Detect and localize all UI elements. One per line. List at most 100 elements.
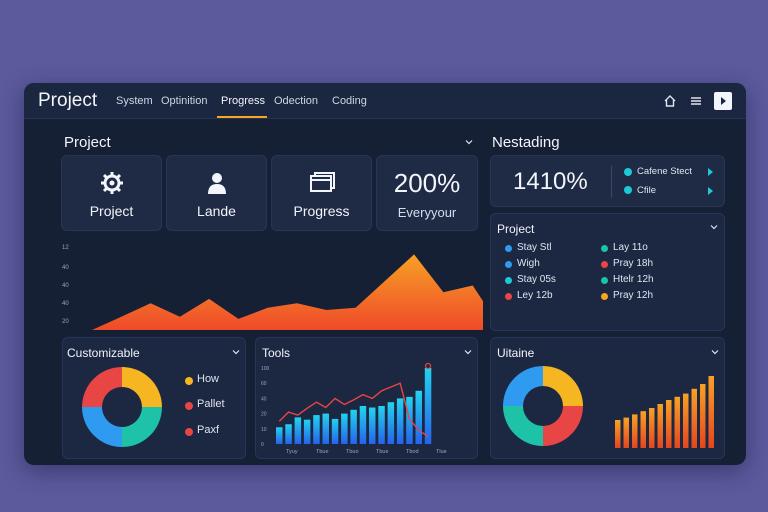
x-tick-label: Tbue xyxy=(376,449,389,455)
donut-slice xyxy=(543,366,583,406)
menu-icon[interactable] xyxy=(688,93,704,109)
uitaine-title: Uitaine xyxy=(497,346,535,360)
schedule-item: Wigh xyxy=(517,258,540,269)
active-tab-indicator xyxy=(217,116,267,118)
gear-icon xyxy=(100,172,123,194)
bar xyxy=(657,404,663,448)
bar xyxy=(303,419,311,444)
stat-value: 200% xyxy=(393,168,461,198)
legend-label: Cafene Stect xyxy=(637,166,692,177)
top-nav-bar: Project System Optinition Progress Odect… xyxy=(24,83,746,119)
stat-card-lande[interactable]: Lande xyxy=(166,155,267,231)
legend-dot xyxy=(185,402,193,410)
schedule-dot xyxy=(601,245,608,252)
side-big-value: 1410% xyxy=(513,168,588,195)
y-tick-label: 12 xyxy=(62,245,69,251)
dashboard-window: Project System Optinition Progress Odect… xyxy=(24,83,746,465)
x-tick-label: Tbue xyxy=(316,449,329,455)
stat-card-progress[interactable]: Progress xyxy=(271,155,372,231)
person-icon xyxy=(207,173,226,194)
bar xyxy=(674,396,680,448)
bar xyxy=(359,406,367,444)
y-tick-label: 40 xyxy=(62,301,69,307)
home-icon[interactable] xyxy=(662,93,678,109)
tab-progress[interactable]: Progress xyxy=(221,95,266,107)
donut-chart xyxy=(82,367,162,447)
schedule-item: Htelr 12h xyxy=(613,274,654,285)
donut-slice xyxy=(82,407,122,447)
y-tick-label: 10 xyxy=(261,427,267,433)
customizable-panel: Customizable How Pallet Paxf xyxy=(62,337,246,459)
legend-dot xyxy=(624,186,632,194)
schedule-item: Ley 12b xyxy=(517,290,553,301)
schedule-title: Project xyxy=(497,222,535,236)
stat-label: Lande xyxy=(197,203,236,219)
tab-optinition[interactable]: Optinition xyxy=(161,95,208,107)
uitaine-panel: Uitaine xyxy=(490,337,725,459)
bar xyxy=(424,368,432,444)
side-title: Nestading xyxy=(492,134,560,151)
x-tick-label: Tbuo xyxy=(346,449,359,455)
tab-system[interactable]: System xyxy=(116,95,153,107)
arrow-right-icon[interactable] xyxy=(708,168,713,176)
bar xyxy=(276,427,283,444)
bar xyxy=(369,407,376,444)
chevron-down-icon[interactable] xyxy=(710,223,718,231)
bar xyxy=(313,415,320,444)
area-chart-plot xyxy=(92,254,483,330)
chevron-down-icon[interactable] xyxy=(464,348,472,356)
bar xyxy=(700,384,706,448)
y-tick-label: 0 xyxy=(261,442,264,448)
donut-slice xyxy=(82,367,122,407)
schedule-item: Lay 11o xyxy=(613,242,648,253)
stat-card-total[interactable]: 200% Everyyour xyxy=(376,155,478,231)
chevron-down-icon[interactable] xyxy=(232,348,240,356)
legend-dot xyxy=(624,168,632,176)
bar xyxy=(632,414,638,448)
schedule-item: Pray 12h xyxy=(613,290,654,301)
chevron-down-icon[interactable] xyxy=(465,138,473,146)
donut-slice xyxy=(543,406,583,446)
bar xyxy=(341,413,348,444)
tab-coding[interactable]: Coding xyxy=(332,95,367,107)
bar xyxy=(285,424,292,444)
y-tick-label: 40 xyxy=(62,265,69,271)
schedule-dot xyxy=(601,293,608,300)
bar xyxy=(387,402,395,444)
donut-slice xyxy=(503,406,543,446)
schedule-item: Stay Stl xyxy=(517,242,552,253)
y-tick-label: 20 xyxy=(62,319,69,325)
stat-label: Everyyour xyxy=(397,205,457,220)
play-button[interactable] xyxy=(714,92,732,110)
legend-label: Cfile xyxy=(637,185,657,196)
bar xyxy=(322,413,329,444)
schedule-dot xyxy=(601,261,608,268)
y-tick-label: 40 xyxy=(62,283,69,289)
tools-title: Tools xyxy=(262,346,291,360)
y-tick-label: 60 xyxy=(261,381,267,387)
bar xyxy=(378,406,385,444)
donut-slice xyxy=(122,367,162,407)
donut-slice xyxy=(122,407,162,447)
bar xyxy=(649,408,655,448)
y-tick-label: 100 xyxy=(261,366,270,372)
line-series xyxy=(278,382,429,437)
tab-odection[interactable]: Odection xyxy=(274,95,319,107)
stat-label: Project xyxy=(89,203,134,219)
schedule-dot xyxy=(505,261,512,268)
donut-chart xyxy=(503,366,583,446)
schedule-dot xyxy=(505,293,512,300)
legend-dot xyxy=(185,377,193,385)
app-title: Project xyxy=(38,90,98,111)
legend-label: Paxf xyxy=(197,424,220,436)
bar xyxy=(691,388,697,448)
x-tick-label: Tyuy xyxy=(286,449,298,455)
stat-card-project[interactable]: Project xyxy=(61,155,162,231)
area-chart: 12 40 40 40 20 xyxy=(58,235,483,335)
chevron-down-icon[interactable] xyxy=(711,348,719,356)
customizable-title: Customizable xyxy=(67,346,140,360)
overview-title: Project xyxy=(64,134,111,151)
bar xyxy=(683,393,689,448)
arrow-right-icon[interactable] xyxy=(708,187,713,195)
